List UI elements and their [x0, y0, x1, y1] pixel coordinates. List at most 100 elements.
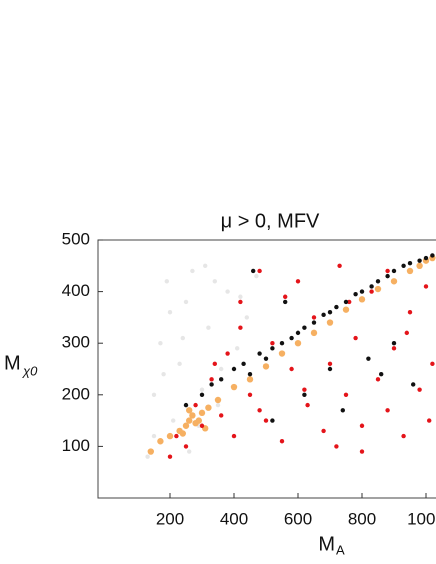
point: [241, 361, 246, 367]
point: [151, 392, 157, 397]
point: [195, 417, 202, 424]
point: [238, 325, 243, 330]
point: [294, 340, 302, 347]
point: [209, 382, 214, 387]
x-axis-label-sub: A: [336, 542, 345, 557]
point: [407, 310, 413, 315]
point: [257, 408, 262, 413]
point: [343, 392, 349, 397]
point: [407, 261, 413, 266]
point: [158, 341, 163, 346]
point: [385, 273, 390, 279]
point: [254, 273, 259, 279]
point: [263, 418, 269, 423]
plot-frame: [97, 239, 436, 499]
point: [417, 387, 422, 392]
point: [183, 299, 189, 305]
y-tick-label: 100: [62, 436, 90, 455]
x-tick-label: 1000: [407, 509, 436, 528]
y-tick-label: 400: [62, 281, 90, 300]
point: [366, 356, 371, 361]
point: [343, 299, 349, 305]
point: [401, 263, 406, 268]
point: [206, 325, 211, 330]
point: [225, 351, 230, 356]
point: [423, 284, 429, 289]
point: [334, 304, 339, 310]
point: [219, 366, 224, 372]
point: [340, 408, 345, 413]
point: [189, 412, 196, 419]
y-axis-label: M: [4, 352, 21, 374]
point: [209, 377, 214, 382]
point: [430, 361, 435, 367]
point: [379, 371, 384, 377]
point: [411, 382, 416, 387]
point: [310, 329, 318, 337]
point: [404, 330, 409, 336]
point: [257, 268, 262, 274]
point: [385, 268, 390, 274]
point: [174, 433, 179, 439]
point: [186, 407, 193, 414]
point: [238, 299, 243, 305]
point: [359, 289, 365, 294]
point: [321, 312, 326, 318]
point: [417, 258, 422, 263]
point: [212, 361, 217, 367]
point: [295, 279, 301, 284]
point: [283, 299, 288, 305]
point: [263, 356, 269, 361]
chart-title: μ > 0, MFV: [221, 210, 320, 232]
point: [244, 315, 249, 320]
point: [190, 268, 195, 274]
point: [247, 392, 253, 397]
point: [391, 341, 397, 346]
x-axis-label: M: [318, 533, 335, 555]
point: [375, 377, 381, 382]
point: [179, 430, 186, 437]
point: [183, 402, 189, 408]
point: [327, 310, 333, 315]
y-tick-label: 500: [62, 229, 90, 248]
point: [337, 263, 342, 268]
point: [257, 351, 262, 356]
point: [214, 396, 222, 404]
point: [416, 262, 423, 269]
point: [145, 454, 150, 459]
point: [334, 444, 339, 449]
point: [279, 439, 285, 444]
point: [289, 335, 294, 341]
point: [151, 433, 157, 439]
point: [166, 432, 174, 440]
point: [238, 294, 243, 299]
point: [231, 366, 237, 372]
point: [353, 291, 358, 297]
point: [186, 417, 193, 424]
y-tick-label: 200: [62, 384, 90, 403]
point: [199, 387, 205, 392]
point: [327, 361, 333, 367]
point: [423, 255, 429, 261]
point: [359, 449, 365, 454]
point: [199, 392, 205, 397]
point: [203, 263, 208, 268]
point: [225, 289, 230, 294]
point: [427, 418, 432, 423]
point: [167, 454, 173, 459]
point: [278, 350, 286, 357]
point: [391, 268, 397, 274]
point: [391, 346, 397, 351]
y-axis-label-sub: χ0: [22, 363, 38, 378]
point: [369, 289, 374, 294]
point: [147, 448, 154, 455]
point: [311, 320, 317, 325]
point: [321, 428, 326, 434]
point: [177, 361, 182, 367]
x-tick-label: 600: [284, 509, 312, 528]
point: [279, 341, 285, 346]
point: [262, 363, 270, 370]
x-tick-label: 200: [156, 509, 184, 528]
point: [311, 315, 317, 320]
